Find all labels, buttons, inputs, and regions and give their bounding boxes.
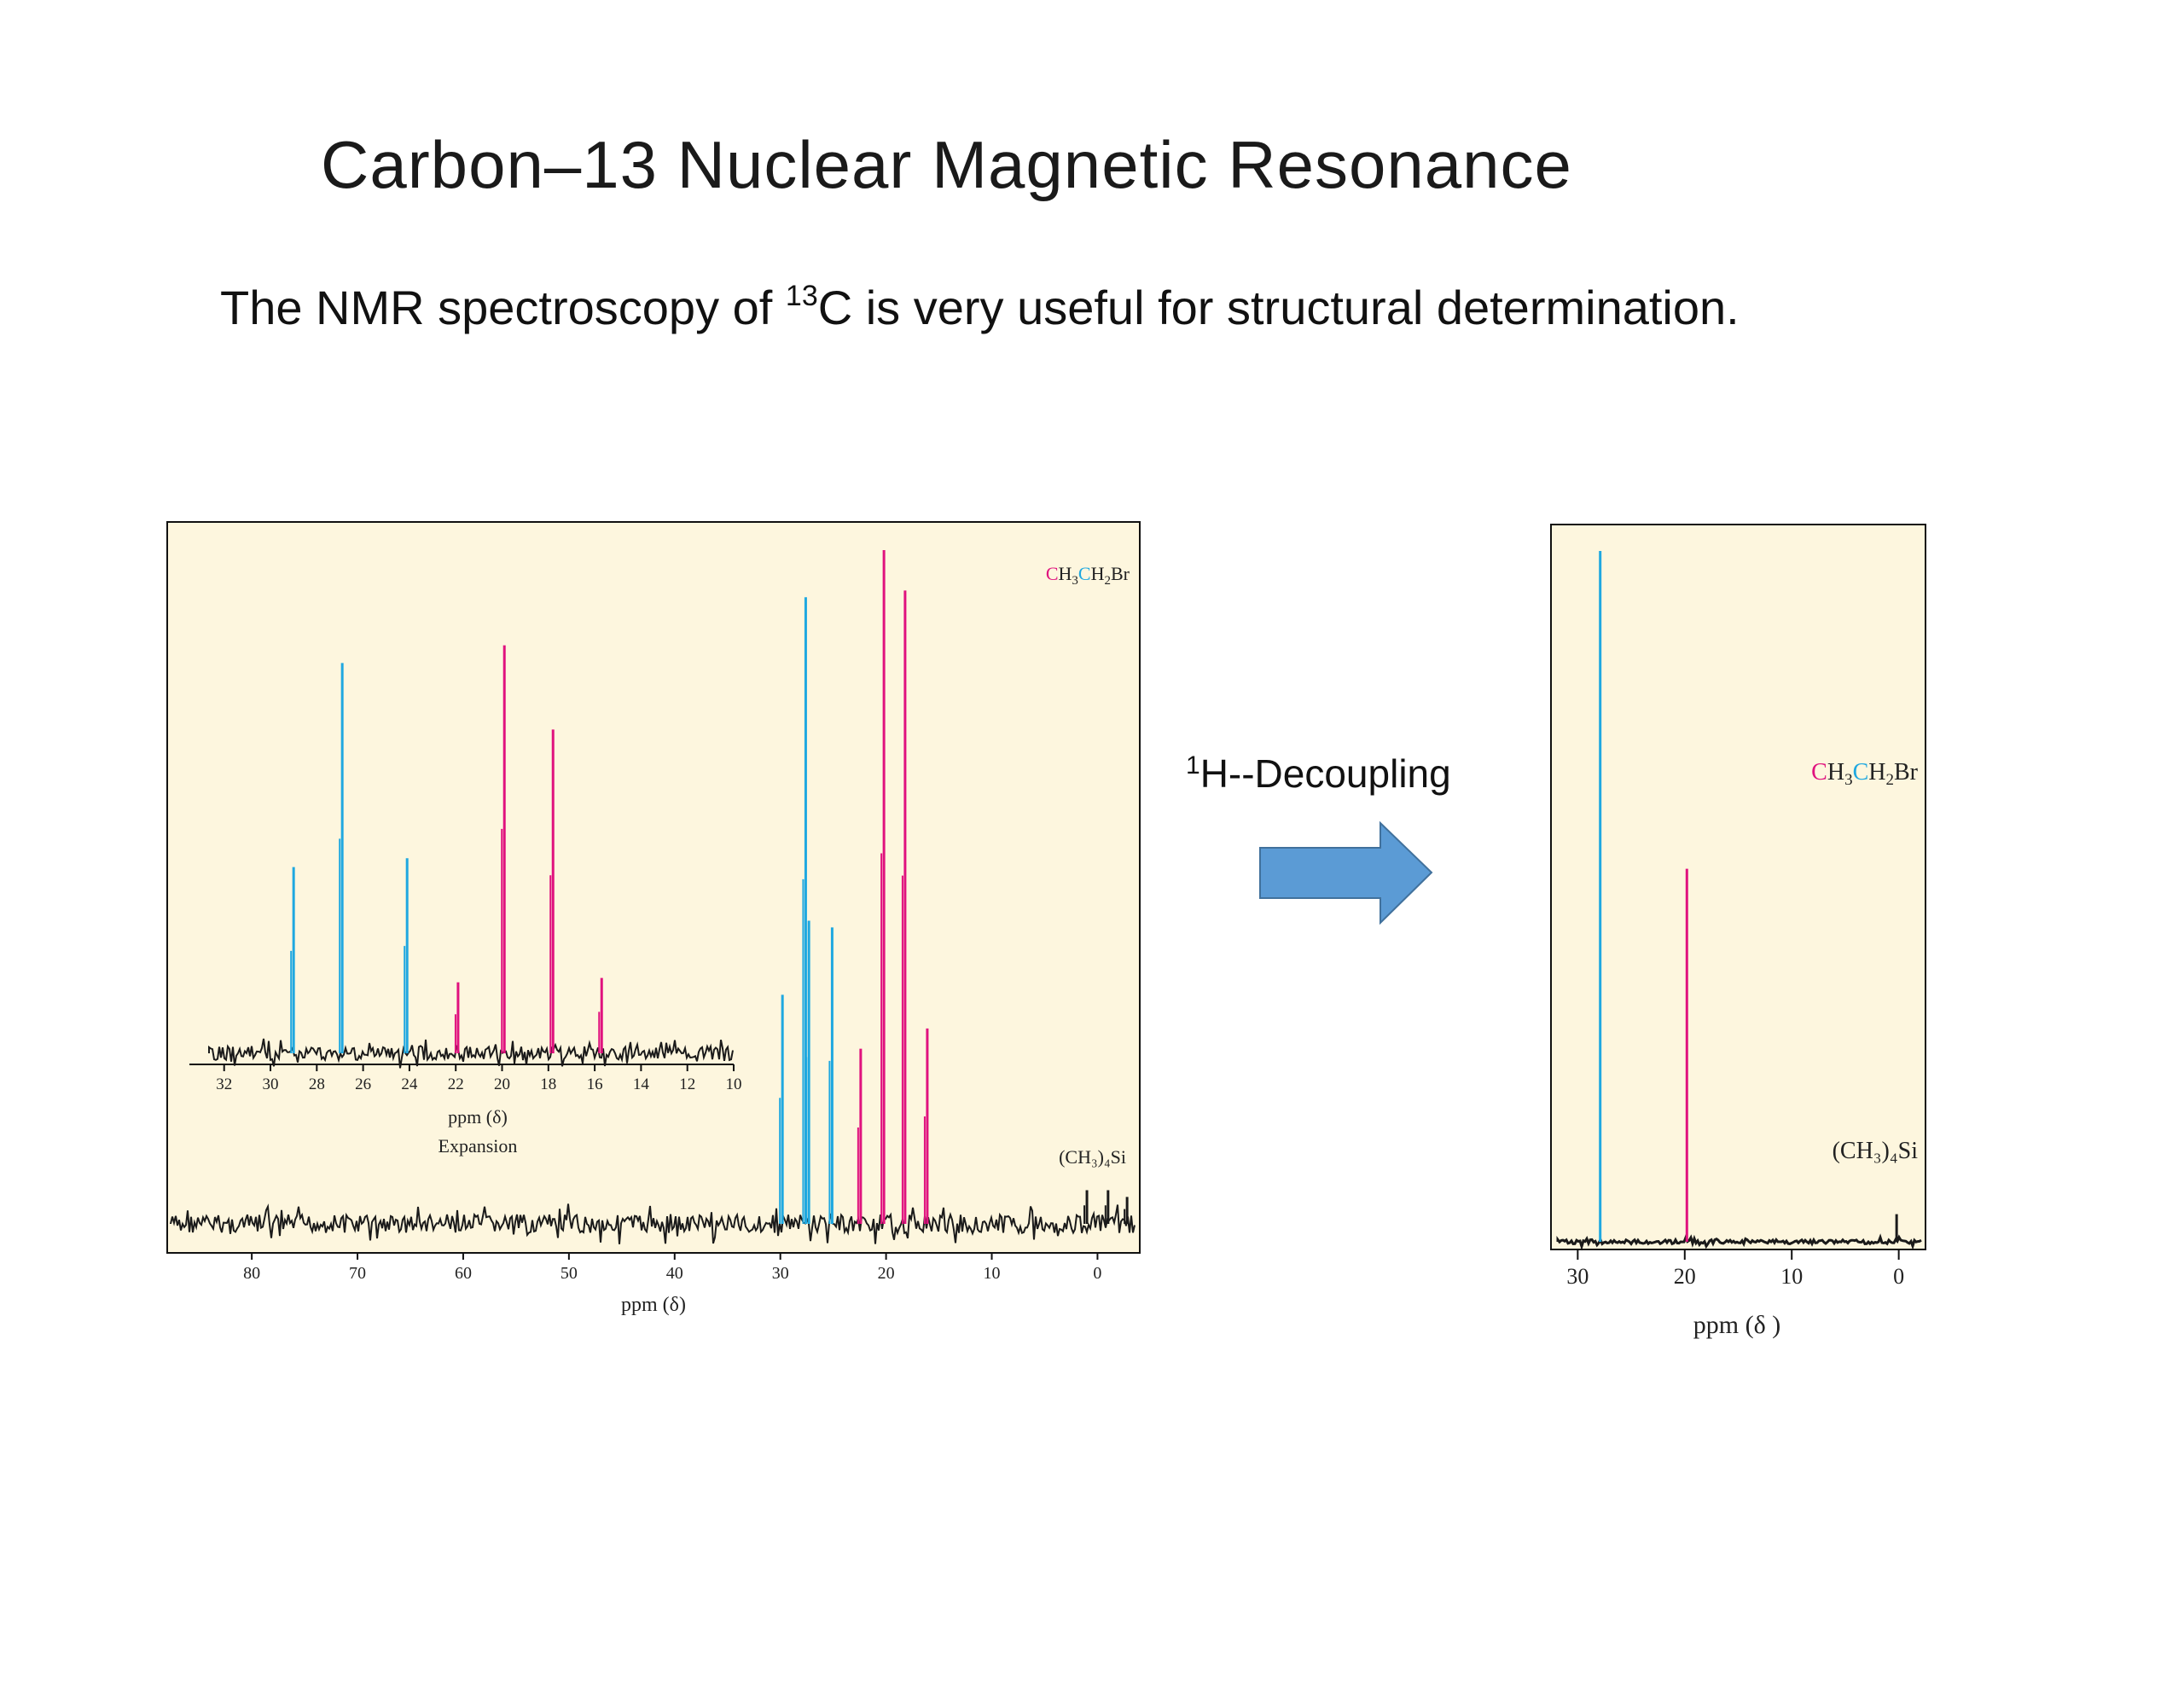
baseline-noise [170,1203,1136,1244]
x-tick-label: 14 [633,1075,650,1093]
decoupled-spectrum-panel: 30 20 10 0 ppm (δ ) CH3CH2Br (CH₃)₄Si [1550,524,1926,1339]
x-tick-label: 50 [561,1264,578,1283]
inset-peaks [290,645,603,1053]
coupled-noise [170,1203,1136,1244]
x-tick-label: 10 [984,1264,1001,1283]
subtitle-superscript: 13 [785,280,818,312]
compound-sub2: 2 [1886,771,1895,789]
compound-br: Br [1894,759,1919,786]
compound-br: Br [1111,563,1130,584]
x-tick-label: 80 [243,1264,260,1283]
decoupling-arrow-icon [1259,820,1433,925]
decoupled-peaks [1599,551,1898,1242]
subtitle-text-post: C is very useful for structural determin… [817,281,1740,334]
x-tick-label: 16 [587,1075,603,1093]
compound-h2br: H [1868,759,1885,786]
compound-ch3-carbon: C [1046,563,1059,584]
decoupling-label: 1H--Decoupling [1186,751,1451,797]
x-tick-label: 70 [349,1264,366,1283]
slide-subtitle: The NMR spectroscopy of 13C is very usef… [220,280,1740,335]
compound-h2br: H [1091,563,1105,584]
inset-axis: 32 30 28 26 24 22 20 18 16 14 12 10 [189,1064,742,1093]
decoupling-text: H--Decoupling [1199,751,1451,796]
coupled-x-label: ppm (δ) [621,1294,686,1316]
x-tick-label: 24 [401,1075,418,1093]
compound-ch3-carbon: C [1811,759,1827,786]
compound-ch2-carbon: C [1853,759,1869,786]
coupled-peaks [779,550,1129,1224]
x-tick-label: 28 [309,1075,325,1093]
baseline-noise [1556,1233,1922,1251]
x-tick-label: 30 [772,1264,789,1283]
compound-ch2-carbon: C [1078,563,1091,584]
decoupled-panel-background [1550,524,1926,1250]
decoupled-x-label: ppm (δ ) [1693,1311,1780,1339]
x-tick-label: 0 [1893,1264,1904,1289]
x-tick-label: 22 [448,1075,464,1093]
baseline-noise [208,1038,734,1069]
x-tick-label: 18 [540,1075,556,1093]
inset-caption: Expansion [439,1135,518,1157]
x-tick-label: 10 [726,1075,742,1093]
decoupled-noise [1556,1233,1922,1251]
x-tick-label: 20 [878,1264,895,1283]
compound-sub3: 3 [1072,574,1078,588]
compound-sub2: 2 [1105,574,1112,588]
x-tick-label: 12 [679,1075,695,1093]
x-tick-label: 20 [494,1075,510,1093]
x-tick-label: 30 [1566,1264,1589,1289]
inset-noise [208,1038,734,1069]
decoupled-compound-label: CH3CH2Br [1811,759,1919,789]
decoupled-tms-label: (CH₃)₄Si [1833,1138,1919,1164]
coupled-x-ticks: 80 70 60 50 40 30 20 10 0 [243,1253,1101,1283]
x-tick-label: 26 [355,1075,371,1093]
subtitle-text-pre: The NMR spectroscopy of [220,281,786,334]
x-tick-label: 0 [1093,1264,1101,1283]
compound-h3: H [1827,759,1844,786]
slide-title: Carbon–13 Nuclear Magnetic Resonance [321,127,1572,202]
coupled-spectrum-panel: 32 30 28 26 24 22 20 18 16 14 12 10 80 70 60 50 40 30 20 1… [166,521,1141,1316]
decoupled-x-ticks: 30 20 10 0 [1566,1249,1904,1289]
x-tick-label: 30 [263,1075,279,1093]
coupled-compound-label: CH3CH2Br [1046,563,1130,588]
x-tick-label: 10 [1780,1264,1803,1289]
x-tick-label: 20 [1674,1264,1696,1289]
compound-h3: H [1059,563,1072,584]
x-tick-label: 60 [455,1264,472,1283]
coupled-tms-label: (CH₃)₄Si [1059,1146,1126,1168]
inset-x-label: ppm (δ) [448,1106,508,1128]
x-tick-label: 40 [666,1264,683,1283]
coupled-panel-background [166,521,1141,1254]
compound-sub3: 3 [1844,771,1853,789]
x-tick-label: 32 [216,1075,232,1093]
decoupling-superscript: 1 [1186,751,1200,780]
